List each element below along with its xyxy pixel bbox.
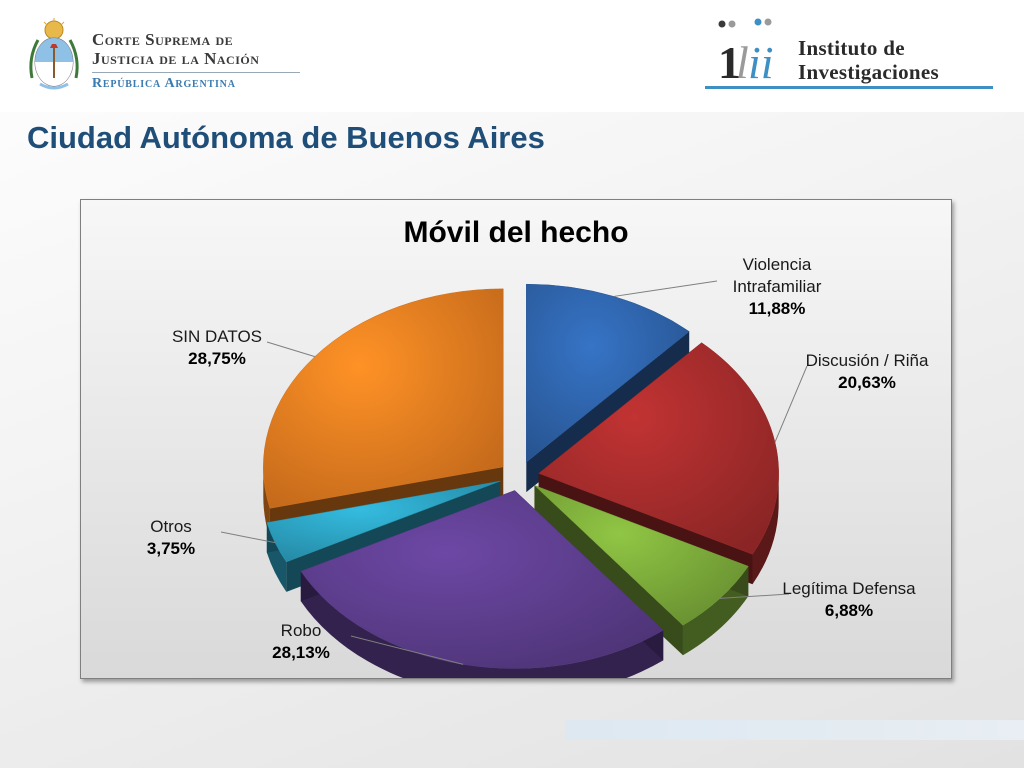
instituto-logo-icon: 1 l ii <box>718 18 774 82</box>
csjn-divider <box>92 72 300 73</box>
slice-robo <box>300 490 664 669</box>
slice-violencia-intrafamiliar-label: Violencia <box>743 255 812 274</box>
slice-sin-datos-side <box>263 466 270 539</box>
slice-discusi-n-ri-a-value: 20,63% <box>838 373 896 392</box>
slice-sin-datos-leader-line <box>266 341 315 358</box>
instituto-line-1: Instituto de <box>798 36 905 60</box>
instituto-line-2: Investigaciones <box>798 60 939 84</box>
slice-otros-label: Otros <box>150 517 192 536</box>
slice-leg-tima-defensa-value: 6,88% <box>825 601 873 620</box>
slice-leg-tima-defensa <box>534 485 749 626</box>
slice-leg-tima-defensa-leader-line <box>719 593 790 599</box>
argentina-coat-of-arms-icon <box>29 18 79 90</box>
slice-violencia-intrafamiliar-value: 11,88% <box>749 299 806 318</box>
slice-violencia-intrafamiliar-label: Intrafamiliar <box>733 277 822 296</box>
csjn-line-1: Corte Suprema de <box>92 30 234 49</box>
slice-sin-datos-value: 28,75% <box>188 349 246 368</box>
chart-title: Móvil del hecho <box>403 216 628 249</box>
slice-otros-leader-line <box>220 531 276 544</box>
csjn-logo-text: Corte Suprema de Justicia de la Nación R… <box>92 30 300 92</box>
pie-chart: Móvil del hecho Violencia Intrafamiliar 11… <box>147 216 929 678</box>
slice-otros-value: 3,75% <box>147 539 195 558</box>
slice-discusi-n-ri-a-leader-line <box>774 365 808 443</box>
slice-robo-leader-line <box>350 635 464 665</box>
pie-chart-panel: Móvil del hecho Violencia Intrafamiliar 11… <box>80 199 952 679</box>
slice-violencia-intrafamiliar <box>526 283 690 463</box>
header: Corte Suprema de Justicia de la Nación R… <box>0 0 1024 112</box>
slice-sin-datos <box>263 288 504 509</box>
slice-robo-value: 28,13% <box>272 643 330 662</box>
csjn-line-2: Justicia de la Nación <box>92 49 260 68</box>
instituto-underline <box>705 86 993 89</box>
slide-title: Ciudad Autónoma de Buenos Aires <box>27 120 545 155</box>
slice-discusi-n-ri-a <box>538 342 779 555</box>
slice-robo-side <box>300 571 664 678</box>
slice-otros <box>266 480 501 563</box>
csjn-line-3: República Argentina <box>92 76 236 91</box>
slice-discusi-n-ri-a-label: Discusión / Riña <box>806 351 929 370</box>
footer-bar <box>565 720 1024 740</box>
slice-robo-label: Robo <box>281 621 322 640</box>
slice-violencia-intrafamiliar-leader-line <box>613 280 718 297</box>
slice-leg-tima-defensa-cut <box>534 485 683 656</box>
slice-leg-tima-defensa-label: Legítima Defensa <box>782 579 916 598</box>
svg-text:1: 1 <box>718 37 741 82</box>
svg-text:l: l <box>736 37 749 82</box>
svg-text:ii: ii <box>748 37 774 82</box>
slice-sin-datos-label: SIN DATOS <box>172 327 262 346</box>
slice-discusi-n-ri-a-side <box>752 473 779 585</box>
instituto-logo-text: Instituto de Investigaciones <box>798 36 939 84</box>
